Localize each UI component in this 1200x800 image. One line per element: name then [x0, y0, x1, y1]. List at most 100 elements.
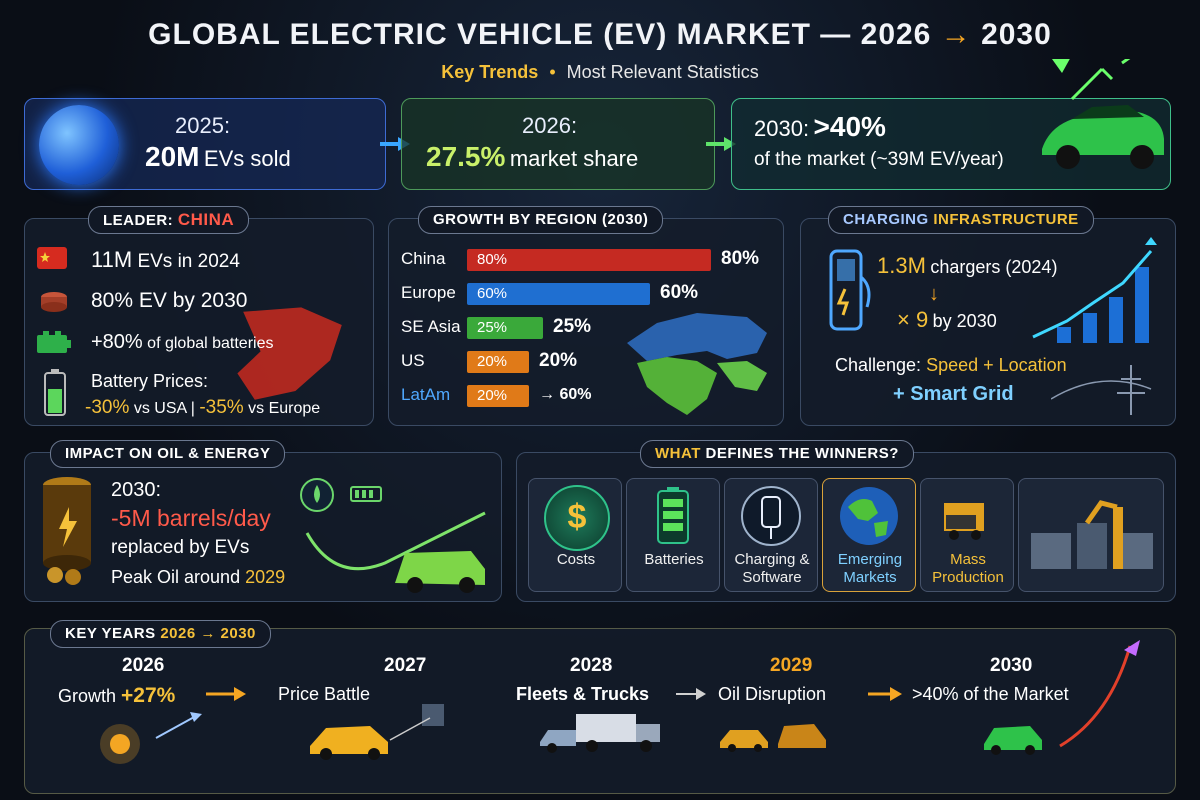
leader-l5-d: vs Europe: [248, 400, 321, 417]
yellow-vehicles-icon: [720, 724, 826, 752]
winners-tab-b: DEFINES THE WINNERS?: [705, 445, 899, 462]
oil-barrel-icon: [43, 477, 91, 585]
timeline-text-a: >40% of the Market: [912, 684, 1069, 704]
smart-grid-plus: +: [893, 383, 905, 405]
peak-oil-label: Peak Oil around: [111, 567, 241, 587]
growth-region-panel: China 80% 80% Europe 60% 60% SE Asia 25% 25% US 20…: [388, 218, 784, 426]
arrow-right-icon: [868, 687, 902, 701]
winner-label: Emerging Markets: [837, 551, 903, 586]
winner-label: Batteries: [644, 551, 704, 568]
globe-icon: [39, 105, 119, 185]
title-arrow: →: [940, 18, 972, 51]
smart-grid-line: + Smart Grid: [893, 383, 1014, 406]
region-name: China: [401, 249, 446, 268]
timeline-text-b: +27%: [121, 684, 176, 707]
leader-china-panel: 11M EVs in 2024 80% EV by 2030 +80% of g…: [24, 218, 374, 426]
stat-2030-line: 2030: >40%: [754, 111, 886, 143]
chargers-rest: chargers (2024): [930, 257, 1058, 277]
battery-icon: [657, 487, 689, 544]
leader-l2: 80% EV by 2030: [91, 289, 248, 312]
region-bar: 25%: [467, 317, 543, 339]
green-battery-icon: [37, 331, 71, 353]
leader-l5-a: -30%: [85, 397, 130, 418]
oil-impact-panel: 2030: -5M barrels/day replaced by EVs Pe…: [24, 452, 502, 602]
stat-2026-line: 27.5% market share: [426, 141, 638, 173]
winners-tab-a: WHAT: [655, 445, 701, 462]
charging-tab-b: INFRASTRUCTURE: [933, 211, 1079, 228]
stat-2026-label: 2026:: [522, 113, 578, 138]
challenge-label: Challenge:: [835, 355, 922, 375]
china-flag-icon: [37, 247, 67, 269]
region-bar: 20%: [467, 385, 529, 407]
dollar-icon: $: [544, 485, 610, 551]
oil-rest: replaced by EVs: [111, 537, 250, 558]
winner-label: Charging & Software: [734, 551, 810, 586]
region-row: US 20% 20%: [389, 349, 785, 375]
battery-coins-icon: [41, 292, 67, 312]
sparkle-growth-icon: [100, 712, 202, 764]
earth-icon: [840, 487, 898, 545]
world-map-icon: [627, 313, 767, 415]
stat-2026-rest: market share: [509, 146, 639, 171]
timeline-tab: KEY YEARS 2026 → 2030: [50, 620, 271, 648]
winner-card-charging: Charging & Software: [724, 478, 818, 592]
stat-card-2026: 2026: 27.5% market share: [401, 98, 715, 190]
multiplier-line: × 9 by 2030: [897, 307, 997, 333]
leader-l1-rest: EVs in 2024: [137, 251, 240, 272]
chargers-value: 1.3M: [877, 253, 926, 278]
stat-2025-label: 2025:: [175, 113, 231, 138]
winner-card-factory-image: [1018, 478, 1164, 592]
green-car-growth-icon: [984, 640, 1140, 755]
region-value: 25%: [553, 316, 592, 337]
region-value: 80%: [721, 248, 760, 269]
leader-l5-c: -35%: [199, 397, 244, 418]
winners-tab: WHAT DEFINES THE WINNERS?: [640, 440, 914, 468]
stat-card-2030: 2030: >40% of the market (~39M EV/year): [731, 59, 1171, 190]
timeline-text-a: Oil Disruption: [718, 684, 827, 704]
stat-2026-value: 27.5%: [426, 141, 506, 172]
challenge-value: Speed + Location: [926, 355, 1067, 375]
page-subtitle: Key Trends • Most Relevant Statistics: [0, 62, 1200, 83]
oil-year: 2030:: [111, 479, 162, 501]
chargers-line: 1.3M chargers (2024): [877, 253, 1057, 279]
arrow-right-icon: [706, 137, 736, 151]
title-end: 2030: [981, 18, 1052, 51]
growth-chart-icon: [1032, 237, 1157, 343]
leader-line-3: +80% of global batteries: [91, 331, 273, 354]
charging-tab-a: CHARGING: [843, 211, 929, 228]
region-bar: 80%: [467, 249, 711, 271]
battery-level-icon: [44, 369, 66, 416]
leader-l3-value: +80%: [91, 331, 143, 353]
multiplier-value: × 9: [897, 307, 929, 332]
subtitle-key-trends: Key Trends: [441, 62, 539, 82]
factory-robot-icon: [1031, 500, 1153, 569]
region-value: → 60%: [539, 386, 592, 403]
timeline-text-a: Growth: [58, 686, 117, 706]
winner-label: Mass Production: [932, 551, 1004, 586]
charger-icon: [829, 249, 871, 331]
region-row: China 80% 80%: [389, 247, 785, 273]
yellow-car-icon: [310, 704, 444, 760]
region-name: Europe: [401, 283, 456, 302]
timeline-panel: [24, 628, 1176, 794]
region-bar: 20%: [467, 351, 529, 373]
timeline-text-a: Fleets & Trucks: [516, 684, 650, 704]
challenge-line: Challenge: Speed + Location: [835, 355, 1067, 376]
timeline-text-2030: >40% of the Market: [912, 684, 1069, 705]
oil-value: -5M barrels/day: [111, 505, 271, 531]
charging-plug-icon: [741, 486, 801, 546]
leader-l3-rest: of global batteries: [147, 335, 274, 352]
subtitle-separator: •: [549, 62, 556, 82]
power-grid-icon: [1051, 365, 1152, 415]
ev-van-icon: [300, 478, 486, 593]
stat-card-2025: 2025: 20M EVs sold: [24, 98, 386, 190]
timeline-year: 2027: [384, 655, 427, 676]
china-map-icon: [75, 303, 365, 413]
leader-l5-b: vs USA |: [133, 400, 195, 417]
leader-line-1: 11M EVs in 2024: [91, 247, 240, 273]
charging-panel: 1.3M chargers (2024) ↓ × 9 by 2030 Chall…: [800, 218, 1176, 426]
stat-2030-value: >40%: [813, 111, 886, 142]
region-row: SE Asia 25% 25%: [389, 315, 785, 341]
region-value: 20%: [539, 350, 578, 371]
timeline-year: 2029: [770, 655, 813, 676]
